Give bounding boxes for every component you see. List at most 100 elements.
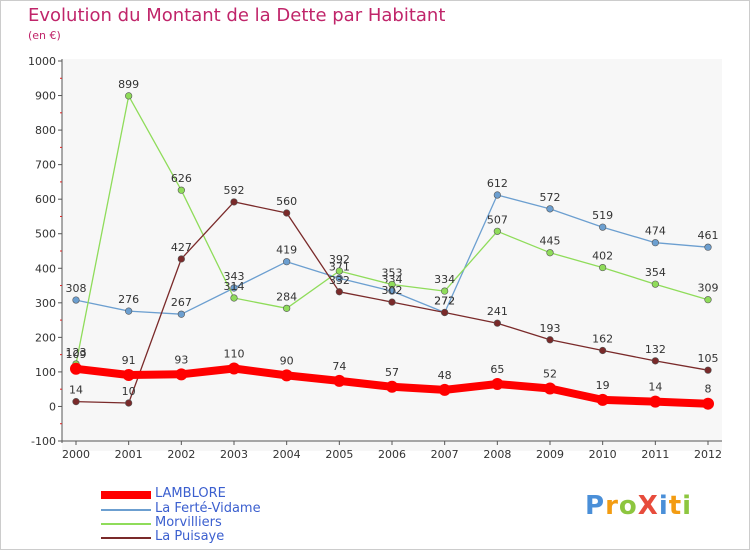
data-label-lamblore: 19 [596, 379, 610, 392]
data-label-lamblore: 14 [648, 381, 662, 394]
chart-unit-label: (en €) [28, 29, 61, 42]
y-tick-label: 100 [35, 366, 56, 379]
data-label-la-fert-vidame: 474 [645, 225, 666, 238]
data-label-morvilliers: 334 [434, 273, 455, 286]
data-label-morvilliers: 402 [592, 250, 613, 263]
data-label-lamblore: 65 [490, 363, 504, 376]
chart-title: Evolution du Montant de la Dette par Hab… [28, 5, 446, 26]
data-point-lamblore [491, 378, 504, 390]
data-label-lamblore: 90 [280, 354, 294, 367]
data-label-la-fert-vidame: 612 [487, 177, 508, 190]
x-tick-label: 2012 [694, 448, 722, 461]
data-point-la-fert-vidame [599, 223, 607, 231]
data-label-la-fert-vidame: 419 [276, 244, 297, 257]
data-point-la-fert-vidame [335, 274, 343, 282]
legend-label: La Puisaye [155, 529, 225, 544]
data-point-la-fert-vidame [230, 284, 238, 292]
data-point-la-puisaye [177, 255, 185, 263]
data-point-la-puisaye [546, 336, 554, 344]
data-label-morvilliers: 445 [540, 235, 561, 248]
y-tick-label: 600 [35, 193, 56, 206]
data-point-la-puisaye [283, 209, 291, 217]
data-label-la-fert-vidame: 461 [698, 229, 719, 242]
y-tick-label: 1000 [28, 55, 56, 68]
data-label-la-puisaye: 302 [382, 284, 403, 297]
data-point-la-puisaye [335, 288, 343, 296]
x-tick-label: 2007 [431, 448, 459, 461]
data-point-lamblore [438, 383, 451, 396]
x-tick-label: 2006 [378, 448, 406, 461]
logo-letter: i [658, 491, 669, 521]
data-point-morvilliers [177, 186, 185, 194]
x-tick-label: 2009 [536, 448, 564, 461]
logo-letter: P [585, 491, 606, 521]
data-point-lamblore [70, 362, 82, 375]
x-tick-label: 2000 [62, 448, 90, 461]
data-label-morvilliers: 284 [276, 290, 297, 303]
y-tick-label: 0 [49, 400, 56, 413]
data-point-la-fert-vidame [546, 205, 554, 213]
logo-letter: X [637, 491, 659, 521]
data-label-morvilliers: 314 [224, 280, 245, 293]
legend-label: Morvilliers [155, 515, 222, 530]
data-point-la-puisaye [599, 346, 607, 355]
data-label-lamblore: 52 [543, 367, 557, 380]
data-point-la-puisaye [230, 198, 238, 206]
data-point-morvilliers [335, 267, 343, 275]
x-tick-label: 2001 [115, 448, 143, 461]
data-point-la-fert-vidame [283, 258, 291, 266]
data-label-lamblore: 91 [122, 354, 136, 367]
x-tick-label: 2003 [220, 448, 248, 461]
data-point-morvilliers [651, 280, 659, 288]
data-point-la-fert-vidame [651, 239, 659, 247]
data-label-la-puisaye: 162 [592, 332, 613, 345]
data-point-lamblore [122, 369, 135, 382]
data-label-lamblore: 48 [438, 369, 452, 382]
data-label-la-fert-vidame: 371 [329, 260, 350, 273]
data-point-lamblore [280, 369, 293, 382]
data-point-la-puisaye [441, 308, 449, 317]
x-tick-label: 2011 [641, 448, 669, 461]
data-label-la-puisaye: 592 [224, 184, 245, 197]
data-point-la-puisaye [493, 319, 501, 327]
data-label-la-puisaye: 560 [276, 195, 297, 208]
data-point-la-puisaye [704, 366, 712, 374]
y-tick-label: -100 [31, 435, 56, 448]
data-label-la-puisaye: 427 [171, 241, 192, 254]
data-point-la-puisaye [72, 398, 80, 406]
x-tick-label: 2005 [325, 448, 353, 461]
x-tick-label: 2010 [589, 448, 617, 461]
data-label-la-fert-vidame: 276 [118, 293, 139, 306]
data-label-la-puisaye: 10 [122, 385, 136, 398]
data-label-lamblore: 8 [705, 383, 712, 396]
data-point-la-fert-vidame [72, 296, 80, 304]
data-label-la-puisaye: 272 [434, 294, 455, 307]
logo-letter: o [618, 491, 638, 521]
data-point-la-fert-vidame [704, 243, 712, 251]
y-tick-label: 700 [35, 159, 56, 172]
data-label-la-puisaye: 241 [487, 305, 508, 318]
data-point-morvilliers [704, 296, 712, 304]
data-label-morvilliers: 507 [487, 213, 508, 226]
data-label-morvilliers: 353 [382, 267, 403, 280]
data-point-morvilliers [441, 287, 449, 295]
data-point-la-puisaye [125, 399, 133, 407]
data-point-morvilliers [599, 263, 607, 272]
data-label-morvilliers: 392 [329, 253, 350, 266]
x-tick-label: 2008 [483, 448, 511, 461]
logo-letter: i [682, 491, 693, 521]
data-point-lamblore [386, 380, 398, 393]
data-point-lamblore [175, 368, 188, 381]
data-point-la-puisaye [388, 298, 396, 306]
data-point-la-puisaye [651, 357, 659, 365]
y-tick-label: 500 [35, 228, 56, 241]
y-tick-label: 300 [35, 297, 56, 310]
data-label-la-puisaye: 193 [540, 322, 561, 335]
proxiti-logo: ProXiti [585, 491, 692, 521]
data-label-la-puisaye: 14 [69, 384, 83, 397]
data-label-la-fert-vidame: 267 [171, 296, 192, 309]
legend-swatch [101, 537, 151, 539]
data-label-morvilliers: 899 [118, 78, 139, 91]
y-tick-label: 800 [35, 124, 56, 137]
